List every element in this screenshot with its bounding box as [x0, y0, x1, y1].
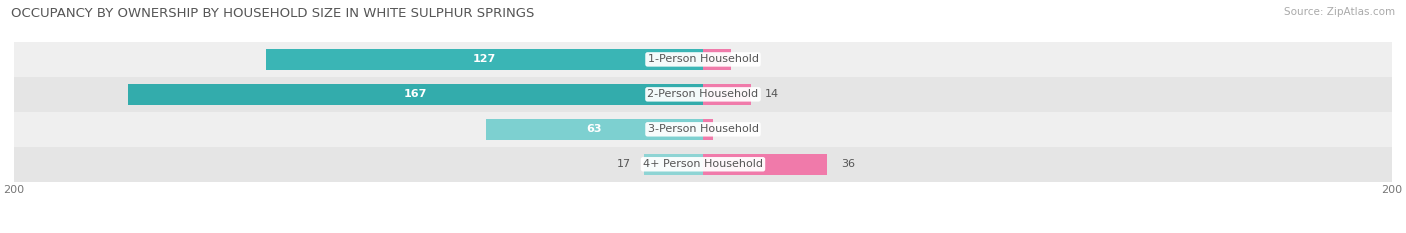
Bar [14, 77, 1392, 112]
Bar [14, 147, 1392, 182]
Bar [703, 84, 751, 105]
Text: 3-Person Household: 3-Person Household [648, 124, 758, 134]
Text: 3: 3 [727, 124, 734, 134]
Bar [644, 154, 703, 175]
Text: 167: 167 [404, 89, 427, 99]
Bar [128, 84, 703, 105]
Bar [703, 119, 713, 140]
Bar [266, 49, 703, 70]
Text: Source: ZipAtlas.com: Source: ZipAtlas.com [1284, 7, 1395, 17]
Text: 14: 14 [765, 89, 779, 99]
Text: 1-Person Household: 1-Person Household [648, 55, 758, 64]
Bar [486, 119, 703, 140]
Text: 63: 63 [586, 124, 602, 134]
Text: 17: 17 [617, 159, 631, 169]
Bar [703, 154, 827, 175]
Bar [14, 42, 1392, 77]
Text: 4+ Person Household: 4+ Person Household [643, 159, 763, 169]
Text: 127: 127 [472, 55, 496, 64]
Bar [703, 49, 731, 70]
Text: 36: 36 [841, 159, 855, 169]
Text: 2-Person Household: 2-Person Household [647, 89, 759, 99]
Text: OCCUPANCY BY OWNERSHIP BY HOUSEHOLD SIZE IN WHITE SULPHUR SPRINGS: OCCUPANCY BY OWNERSHIP BY HOUSEHOLD SIZE… [11, 7, 534, 20]
Bar [14, 112, 1392, 147]
Text: 8: 8 [744, 55, 751, 64]
